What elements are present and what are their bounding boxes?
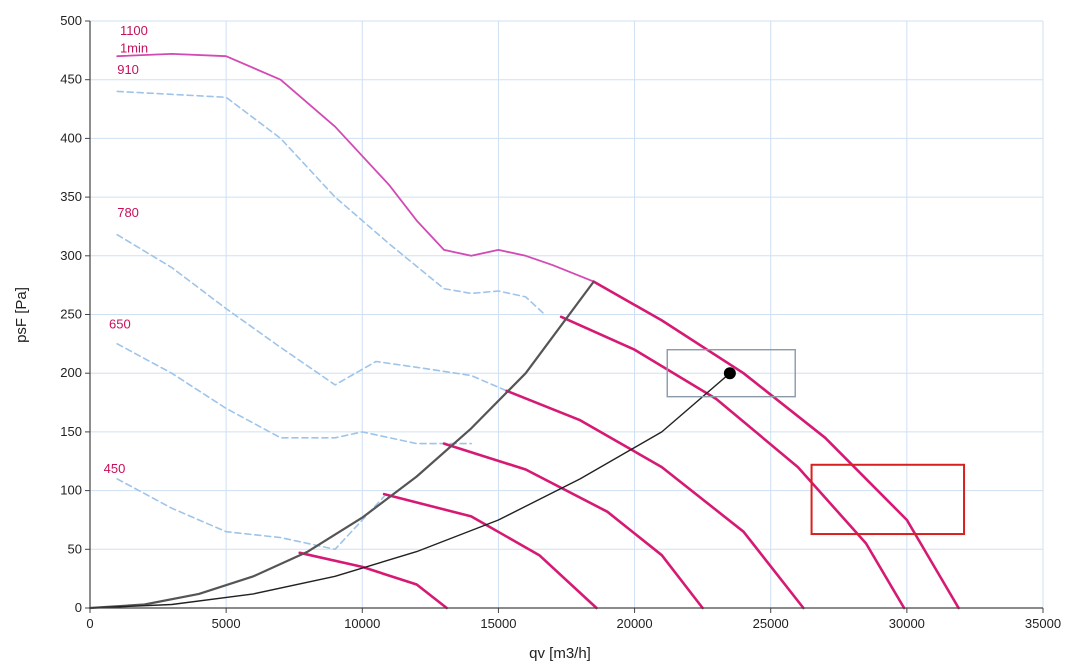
y-tick-label: 300: [60, 248, 82, 263]
operating-curve: [298, 551, 449, 610]
axes: [85, 20, 1044, 613]
operating-curve: [505, 389, 805, 610]
x-tick-label: 10000: [344, 616, 380, 631]
operating-point: [723, 367, 736, 380]
tick-labels: 0 5000 10000 15000 20000 25000 30000 35000 0 50 10…: [60, 13, 1061, 631]
y-axis-title: psF [Pa]: [13, 287, 30, 343]
x-tick-label: 30000: [889, 616, 925, 631]
rpm-label: 910: [117, 62, 139, 77]
x-axis-title: qv [m3/h]: [529, 645, 591, 661]
rpm-label: 650: [109, 317, 131, 332]
system-curve: [88, 280, 595, 610]
operating-curve: [442, 442, 704, 610]
rpm-label: 450: [104, 461, 126, 476]
annotation-box: [666, 349, 796, 398]
operating-curve: [559, 315, 906, 610]
y-tick-label: 500: [60, 13, 82, 28]
dashed-curve: [116, 478, 385, 551]
y-tick-label: 350: [60, 189, 82, 204]
system-curve: [89, 372, 731, 609]
annotations: [666, 349, 966, 536]
x-tick-label: 35000: [1025, 616, 1061, 631]
x-tick-label: 25000: [753, 616, 789, 631]
y-tick-label: 150: [60, 424, 82, 439]
y-tick-label: 250: [60, 307, 82, 322]
x-tick-label: 15000: [480, 616, 516, 631]
y-tick-label: 100: [60, 483, 82, 498]
rpm-label: 780: [117, 205, 139, 220]
operating-curve: [382, 492, 598, 610]
dashed-curve: [116, 90, 546, 316]
y-tick-label: 50: [68, 541, 82, 556]
dashed-curve: [116, 342, 473, 445]
x-tick-label: 0: [86, 616, 93, 631]
y-tick-label: 400: [60, 130, 82, 145]
x-tick-label: 20000: [616, 616, 652, 631]
y-tick-label: 450: [60, 72, 82, 87]
y-tick-label: 0: [75, 600, 82, 615]
rpm-label: 1100: [120, 23, 148, 38]
annotation-box: [810, 463, 966, 536]
rpm-labels: 1100 1min 910 780 650 450: [104, 23, 149, 476]
y-tick-label: 200: [60, 365, 82, 380]
dashed-curve: [116, 233, 508, 392]
rpm-label: 1min: [120, 41, 148, 56]
grid: [90, 20, 1044, 608]
x-tick-label: 5000: [212, 616, 241, 631]
envelope-curve: [116, 53, 595, 283]
